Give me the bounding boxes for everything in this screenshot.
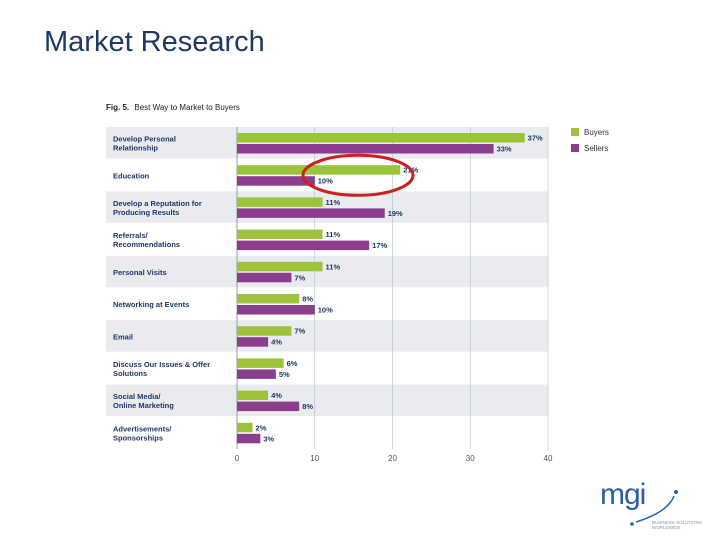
figure-caption-text: Best Way to Market to Buyers	[134, 103, 240, 112]
category-label: Personal Visits	[113, 268, 167, 277]
category-label: Education	[113, 171, 150, 180]
value-label: 11%	[326, 198, 341, 207]
category-label: Email	[113, 332, 133, 341]
bar-sellers	[237, 272, 292, 283]
value-label: 10%	[318, 306, 333, 315]
legend-label-buyers: Buyers	[584, 128, 609, 137]
value-label: 4%	[271, 338, 282, 347]
x-tick-label: 20	[388, 454, 397, 463]
value-label: 11%	[326, 230, 341, 239]
category-label: Advertisements/Sponsorships	[113, 424, 172, 442]
category-band	[106, 416, 548, 449]
figure-caption-prefix: Fig. 5.	[106, 103, 129, 112]
slide-title: Market Research	[44, 26, 265, 58]
x-tick-label: 10	[310, 454, 319, 463]
value-label: 2%	[256, 423, 267, 432]
bar-buyers	[237, 326, 292, 336]
bar-sellers	[237, 401, 300, 412]
logo-tagline: BUSINESS SOLUTIONS WORLDWIDE	[652, 520, 703, 530]
bar-sellers	[237, 176, 315, 186]
category-band	[106, 191, 548, 224]
category-band	[106, 223, 548, 256]
bar-sellers	[237, 337, 269, 347]
category-label: Discuss Our Issues & Offer Solutions	[113, 360, 210, 378]
value-label: 19%	[388, 209, 403, 218]
bar-sellers	[237, 144, 494, 154]
value-label: 37%	[528, 134, 543, 143]
x-tick-label: 30	[466, 454, 475, 463]
category-labels: Develop Personal Relationship Education Dev…	[113, 135, 210, 443]
value-label: 17%	[372, 241, 387, 250]
value-label: 8%	[302, 295, 313, 304]
category-label: Develop a Reputation for Producing Result…	[113, 199, 202, 217]
bar-sellers	[237, 433, 261, 444]
bar-buyers	[237, 390, 269, 401]
bar-sellers	[237, 240, 370, 251]
bar-sellers	[237, 305, 315, 315]
category-label: Develop Personal Relationship	[113, 135, 176, 153]
x-tick-label: 0	[235, 454, 240, 463]
value-label: 33%	[497, 145, 512, 154]
category-band	[106, 352, 548, 385]
value-label: 4%	[271, 391, 282, 400]
legend-swatch-sellers	[571, 144, 579, 152]
mgi-logo: mgi BUSINESS SOLUTIONS WORLDWIDE	[596, 478, 706, 532]
bar-buyers	[237, 197, 323, 207]
bar-buyers	[237, 422, 253, 433]
figure-caption: Fig. 5. Best Way to Market to Buyers	[106, 103, 240, 112]
category-band	[106, 320, 548, 353]
category-label: Social Media/Online Marketing	[113, 392, 174, 410]
value-label: 3%	[263, 434, 274, 443]
category-label: Networking at Events	[113, 300, 189, 309]
legend: Buyers Sellers	[571, 128, 609, 153]
bar-buyers	[237, 133, 525, 143]
bar-buyers	[237, 165, 401, 175]
bar-sellers	[237, 369, 276, 379]
legend-label-sellers: Sellers	[584, 144, 608, 153]
bar-buyers	[237, 358, 284, 368]
value-label: 8%	[302, 402, 313, 411]
category-label: Referrals/Recommendations	[113, 231, 180, 249]
x-axis-ticks: 0 10 20 30 40	[235, 454, 553, 463]
bar-buyers	[237, 229, 323, 240]
bar-buyers	[237, 261, 323, 272]
bars	[237, 133, 525, 444]
value-label: 11%	[326, 262, 341, 271]
annotations	[301, 153, 415, 197]
value-label: 7%	[294, 327, 305, 336]
value-label: 7%	[294, 273, 305, 282]
category-band	[106, 159, 548, 192]
value-label: 6%	[287, 359, 298, 368]
value-labels: 37%21%11%11%11%8%7%6%4%2%33%10%19%17%7%1…	[256, 134, 543, 444]
bar-sellers	[237, 208, 385, 218]
value-label: 10%	[318, 177, 333, 186]
category-band	[106, 288, 548, 321]
category-bands	[106, 127, 548, 450]
category-band	[106, 255, 548, 288]
legend-swatch-buyers	[571, 128, 579, 136]
logo-wordmark: mgi	[600, 478, 646, 511]
bar-buyers	[237, 294, 300, 304]
category-band	[106, 127, 548, 160]
category-band	[106, 384, 548, 417]
x-tick-label: 40	[544, 454, 553, 463]
logo-swoosh-icon	[630, 490, 678, 526]
value-label: 5%	[279, 370, 290, 379]
annotation-ellipse	[301, 153, 415, 197]
